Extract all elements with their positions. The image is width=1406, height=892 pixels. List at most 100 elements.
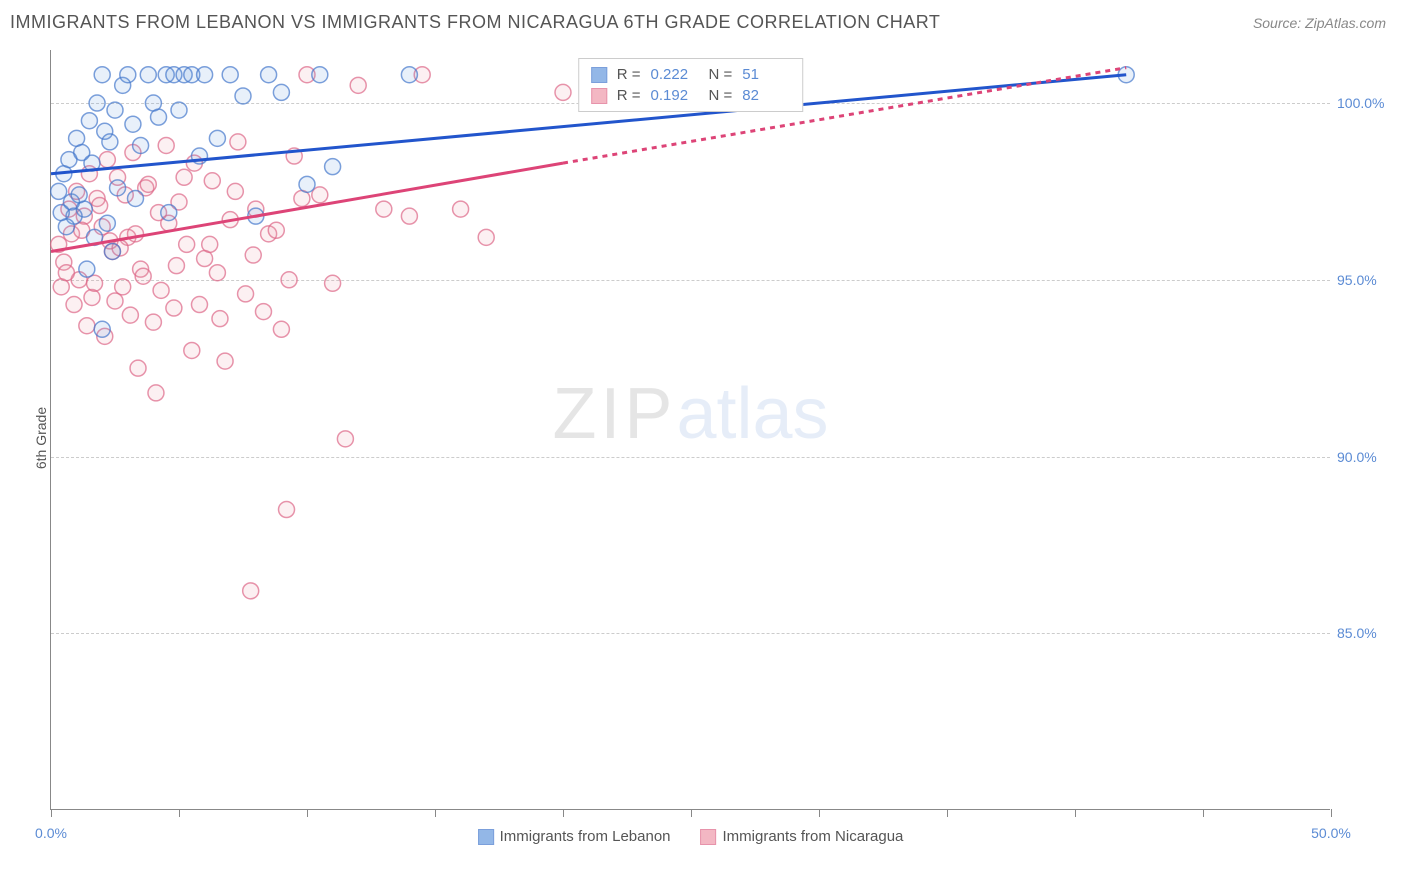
scatter-point	[209, 265, 225, 281]
stats-row-lebanon: R = 0.222 N = 51	[591, 64, 791, 85]
r-value-lebanon: 0.222	[651, 66, 699, 83]
x-tick	[819, 809, 820, 817]
scatter-point	[478, 229, 494, 245]
scatter-svg	[51, 50, 1330, 809]
scatter-point	[312, 67, 328, 83]
scatter-point	[135, 268, 151, 284]
y-tick-label: 85.0%	[1337, 625, 1392, 641]
chart-header: IMMIGRANTS FROM LEBANON VS IMMIGRANTS FR…	[0, 0, 1406, 41]
scatter-point	[127, 190, 143, 206]
scatter-point	[145, 314, 161, 330]
scatter-point	[337, 431, 353, 447]
legend-item-lebanon: Immigrants from Lebanon	[478, 828, 671, 845]
chart-plot-area: ZIPatlas 85.0%90.0%95.0%100.0% 0.0%50.0%…	[50, 50, 1330, 810]
scatter-point	[53, 205, 69, 221]
swatch-nicaragua	[591, 88, 607, 104]
scatter-point	[325, 275, 341, 291]
scatter-point	[127, 226, 143, 242]
scatter-point	[120, 67, 136, 83]
scatter-point	[104, 243, 120, 259]
scatter-point	[273, 321, 289, 337]
scatter-point	[555, 84, 571, 100]
scatter-point	[255, 304, 271, 320]
scatter-point	[125, 116, 141, 132]
scatter-point	[107, 102, 123, 118]
legend-bottom: Immigrants from Lebanon Immigrants from …	[478, 828, 904, 845]
scatter-point	[401, 67, 417, 83]
x-tick-label: 50.0%	[1311, 825, 1351, 841]
scatter-point	[87, 275, 103, 291]
source-attribution: Source: ZipAtlas.com	[1253, 15, 1386, 31]
scatter-point	[89, 95, 105, 111]
scatter-point	[376, 201, 392, 217]
scatter-point	[238, 286, 254, 302]
x-tick	[1331, 809, 1332, 817]
scatter-point	[171, 102, 187, 118]
x-tick	[691, 809, 692, 817]
scatter-point	[66, 297, 82, 313]
scatter-point	[79, 261, 95, 277]
scatter-point	[153, 282, 169, 298]
scatter-point	[115, 279, 131, 295]
scatter-point	[99, 215, 115, 231]
x-tick	[435, 809, 436, 817]
legend-swatch-lebanon	[478, 829, 494, 845]
scatter-point	[325, 159, 341, 175]
scatter-point	[235, 88, 251, 104]
x-tick	[307, 809, 308, 817]
x-tick	[563, 809, 564, 817]
correlation-stats-box: R = 0.222 N = 51 R = 0.192 N = 82	[578, 58, 804, 112]
scatter-point	[148, 385, 164, 401]
scatter-point	[133, 137, 149, 153]
scatter-point	[84, 289, 100, 305]
scatter-point	[230, 134, 246, 150]
scatter-point	[245, 247, 261, 263]
chart-title: IMMIGRANTS FROM LEBANON VS IMMIGRANTS FR…	[10, 12, 940, 33]
scatter-point	[94, 321, 110, 337]
x-tick-label: 0.0%	[35, 825, 67, 841]
scatter-point	[94, 67, 110, 83]
scatter-point	[217, 353, 233, 369]
x-tick	[1075, 809, 1076, 817]
scatter-point	[191, 297, 207, 313]
scatter-point	[312, 187, 328, 203]
scatter-point	[279, 502, 295, 518]
scatter-point	[79, 318, 95, 334]
scatter-point	[204, 173, 220, 189]
scatter-point	[281, 272, 297, 288]
n-value-nicaragua: 82	[742, 87, 790, 104]
x-tick	[51, 809, 52, 817]
scatter-point	[51, 183, 67, 199]
scatter-point	[81, 113, 97, 129]
legend-swatch-nicaragua	[701, 829, 717, 845]
scatter-point	[158, 137, 174, 153]
scatter-point	[222, 67, 238, 83]
scatter-point	[166, 300, 182, 316]
scatter-point	[197, 67, 213, 83]
scatter-point	[350, 77, 366, 93]
swatch-lebanon	[591, 67, 607, 83]
r-value-nicaragua: 0.192	[651, 87, 699, 104]
scatter-point	[453, 201, 469, 217]
stats-row-nicaragua: R = 0.192 N = 82	[591, 85, 791, 106]
scatter-point	[184, 342, 200, 358]
x-tick	[947, 809, 948, 817]
scatter-point	[212, 311, 228, 327]
scatter-point	[130, 360, 146, 376]
scatter-point	[227, 183, 243, 199]
scatter-point	[161, 205, 177, 221]
scatter-point	[140, 176, 156, 192]
scatter-point	[268, 222, 284, 238]
scatter-point	[168, 258, 184, 274]
scatter-point	[102, 134, 118, 150]
scatter-point	[110, 180, 126, 196]
scatter-point	[122, 307, 138, 323]
scatter-point	[273, 84, 289, 100]
x-tick	[179, 809, 180, 817]
y-axis-label: 6th Grade	[33, 407, 49, 469]
legend-item-nicaragua: Immigrants from Nicaragua	[701, 828, 904, 845]
scatter-point	[209, 130, 225, 146]
n-value-lebanon: 51	[742, 66, 790, 83]
scatter-point	[107, 293, 123, 309]
y-tick-label: 90.0%	[1337, 449, 1392, 465]
